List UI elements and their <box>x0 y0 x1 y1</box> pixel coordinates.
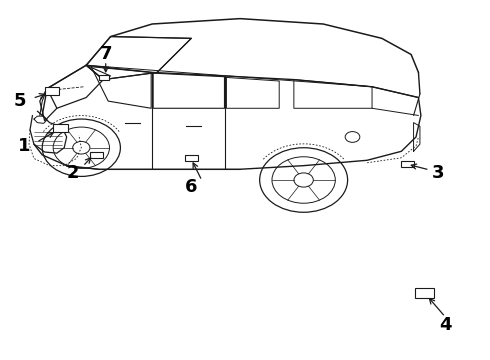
Bar <box>90 152 103 158</box>
Bar <box>185 155 198 161</box>
Text: 5: 5 <box>14 92 26 110</box>
Text: 1: 1 <box>18 137 30 155</box>
Text: 4: 4 <box>439 316 452 334</box>
Text: 3: 3 <box>432 164 444 182</box>
Bar <box>99 75 109 80</box>
Text: 6: 6 <box>185 178 197 196</box>
Bar <box>45 87 59 95</box>
Text: 7: 7 <box>99 45 112 63</box>
Bar <box>53 124 68 132</box>
Bar <box>415 288 434 298</box>
Bar <box>401 161 414 167</box>
Text: 2: 2 <box>67 164 79 182</box>
